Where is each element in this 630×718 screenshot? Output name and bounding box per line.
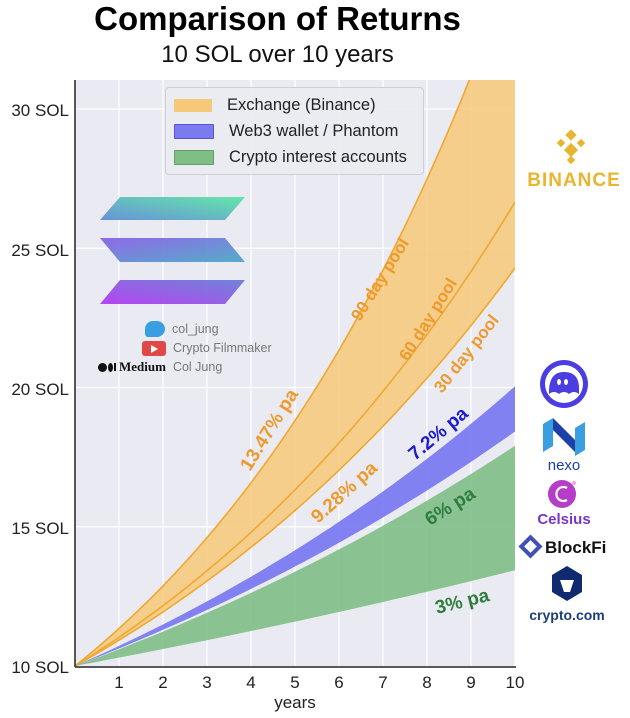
twitter-icon <box>145 321 165 337</box>
cryptocom-logo-icon <box>552 566 582 601</box>
legend-item-exchange: Exchange (Binance) <box>174 94 376 116</box>
x-tick-5: 5 <box>290 673 299 692</box>
y-tick-25: 25 SOL <box>11 241 69 260</box>
legend-label-exchange: Exchange (Binance) <box>227 95 376 114</box>
x-axis-label: years <box>274 693 316 712</box>
legend-swatch-exchange <box>174 98 212 112</box>
pool-60-line <box>75 201 515 666</box>
youtube-icon <box>142 340 166 356</box>
celsius-wordmark: Celsius <box>537 511 590 528</box>
x-tick-8: 8 <box>422 673 431 692</box>
chart-title: Comparison of Returns <box>94 0 461 37</box>
youtube-channel: Crypto Filmmaker <box>173 341 272 355</box>
pool-30-line <box>75 267 515 666</box>
interest-band <box>75 445 515 666</box>
x-tick-7: 7 <box>378 673 387 692</box>
x-tick-9: 9 <box>466 673 475 692</box>
y-tick-15: 15 SOL <box>11 519 69 538</box>
blockfi-wordmark: BlockFi <box>545 538 606 557</box>
nexo-logo-icon <box>543 418 585 456</box>
legend-item-web3: Web3 wallet / Phantom <box>174 120 398 142</box>
legend-swatch-web3 <box>174 123 214 139</box>
social-medium: Medium Col Jung <box>98 358 222 376</box>
cryptocom-wordmark: crypto.com <box>529 607 604 623</box>
medium-icon <box>98 362 116 372</box>
legend-item-interest: Crypto interest accounts <box>174 146 407 168</box>
legend-label-web3: Web3 wallet / Phantom <box>229 121 399 140</box>
chart-subtitle: 10 SOL over 10 years <box>161 41 394 68</box>
legend-swatch-interest <box>174 149 214 165</box>
medium-brand: Medium <box>119 359 166 374</box>
solana-logo-icon <box>100 197 245 304</box>
binance-wordmark: BINANCE <box>527 170 621 191</box>
x-tick-3: 3 <box>202 673 211 692</box>
chart-legend: Exchange (Binance) Web3 wallet / Phantom… <box>165 87 424 175</box>
celsius-logo-icon <box>548 480 576 508</box>
social-twitter: col_jung <box>145 320 219 338</box>
y-tick-30: 30 SOL <box>11 101 69 120</box>
blockfi-logo-icon <box>518 534 543 559</box>
x-tick-4: 4 <box>246 673 255 692</box>
x-tick-6: 6 <box>334 673 343 692</box>
x-tick-10: 10 <box>506 673 525 692</box>
medium-author: Col Jung <box>172 360 223 374</box>
binance-logo-icon <box>556 129 586 165</box>
twitter-handle: col_jung <box>172 322 219 336</box>
pool-90-line <box>75 80 471 666</box>
x-tick-1: 1 <box>114 673 123 692</box>
phantom-logo-icon <box>540 360 588 408</box>
y-tick-20: 20 SOL <box>11 380 69 399</box>
legend-label-interest: Crypto interest accounts <box>229 147 407 166</box>
social-youtube: Crypto Filmmaker <box>142 339 272 357</box>
nexo-wordmark: nexo <box>548 457 581 474</box>
y-tick-10: 10 SOL <box>11 658 69 677</box>
x-tick-2: 2 <box>158 673 167 692</box>
